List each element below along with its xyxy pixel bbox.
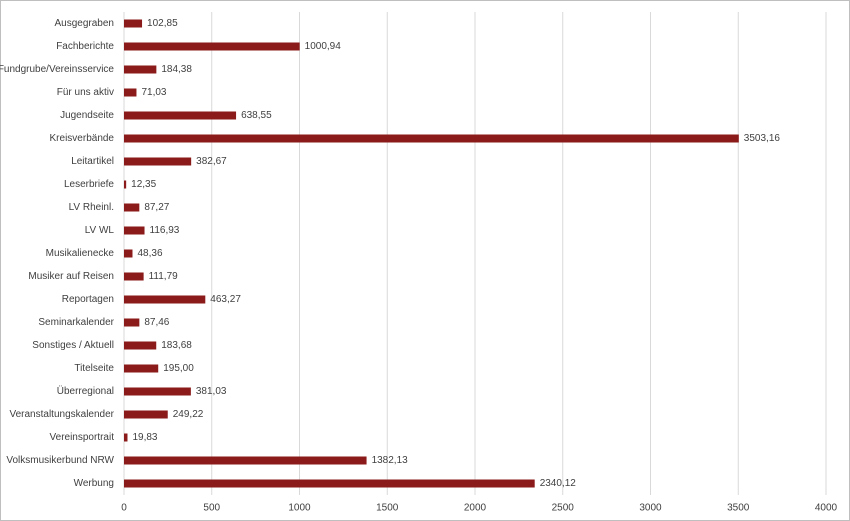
value-label: 381,03 (196, 386, 227, 397)
x-tick-label: 4000 (815, 503, 838, 514)
y-tick-label: Musiker auf Reisen (28, 271, 114, 282)
y-tick-label: Überregional (57, 385, 114, 397)
value-label: 1382,13 (372, 455, 409, 466)
value-label: 102,85 (147, 18, 178, 29)
y-tick-label: Veranstaltungskalender (9, 409, 114, 420)
bar (124, 433, 128, 442)
value-label: 382,67 (196, 156, 227, 167)
bar (124, 157, 192, 166)
x-tick-label: 2000 (464, 503, 487, 514)
value-label: 71,03 (141, 87, 166, 98)
value-label: 2340,12 (540, 478, 577, 489)
bar (124, 88, 137, 97)
bar (124, 203, 140, 212)
x-tick-label: 1000 (288, 503, 311, 514)
y-tick-label: Werbung (74, 478, 114, 489)
y-tick-label: Sonstiges / Aktuell (32, 340, 114, 351)
bar (124, 226, 145, 235)
bar (124, 180, 127, 189)
y-tick-label: Jugendseite (60, 110, 114, 121)
y-tick-label: Volksmusikerbund NRW (6, 455, 114, 466)
x-tick-label: 0 (121, 503, 127, 514)
x-tick-label: 3000 (639, 503, 662, 514)
bar (124, 479, 535, 488)
bar (124, 65, 157, 74)
value-label: 638,55 (241, 110, 272, 121)
y-tick-label: Kreisverbände (50, 133, 115, 144)
value-label: 184,38 (161, 64, 192, 75)
y-tick-label: LV Rheinl. (69, 202, 114, 213)
y-tick-label: Musikalienecke (46, 248, 115, 259)
y-tick-label: Leitartikel (71, 156, 114, 167)
y-tick-label: Reportagen (62, 294, 114, 305)
y-tick-label: Leserbriefe (64, 179, 114, 190)
value-label: 12,35 (131, 179, 156, 190)
bar (124, 456, 367, 465)
x-tick-label: 3500 (727, 503, 750, 514)
bar (124, 272, 144, 281)
value-label: 3503,16 (744, 133, 781, 144)
value-label: 463,27 (210, 294, 241, 305)
x-tick-label: 500 (203, 503, 220, 514)
value-label: 249,22 (173, 409, 204, 420)
y-tick-label: Fundgrube/Vereinsservice (0, 64, 114, 75)
bar (124, 364, 159, 373)
bar (124, 410, 168, 419)
value-label: 87,27 (144, 202, 169, 213)
value-label: 48,36 (137, 248, 162, 259)
value-label: 87,46 (144, 317, 169, 328)
bar (124, 249, 133, 258)
value-label: 183,68 (161, 340, 192, 351)
y-tick-label: Für uns aktiv (57, 87, 114, 98)
y-tick-label: Titelseite (74, 363, 114, 374)
value-label: 195,00 (163, 363, 194, 374)
value-label: 111,79 (149, 271, 179, 282)
y-tick-label: LV WL (85, 225, 115, 236)
bar (124, 42, 300, 51)
x-tick-label: 2500 (552, 503, 575, 514)
y-tick-label: Seminarkalender (38, 317, 114, 328)
x-tick-label: 1500 (376, 503, 399, 514)
bar (124, 134, 739, 143)
bar (124, 318, 140, 327)
y-tick-label: Vereinsportrait (50, 432, 115, 443)
value-label: 19,83 (132, 432, 157, 443)
bar (124, 341, 157, 350)
bar (124, 111, 237, 120)
value-label: 116,93 (150, 225, 180, 236)
y-tick-label: Ausgegraben (55, 18, 115, 29)
bar (124, 387, 191, 396)
bar (124, 19, 143, 28)
bar (124, 295, 206, 304)
y-tick-label: Fachberichte (56, 41, 114, 52)
value-label: 1000,94 (305, 41, 342, 52)
